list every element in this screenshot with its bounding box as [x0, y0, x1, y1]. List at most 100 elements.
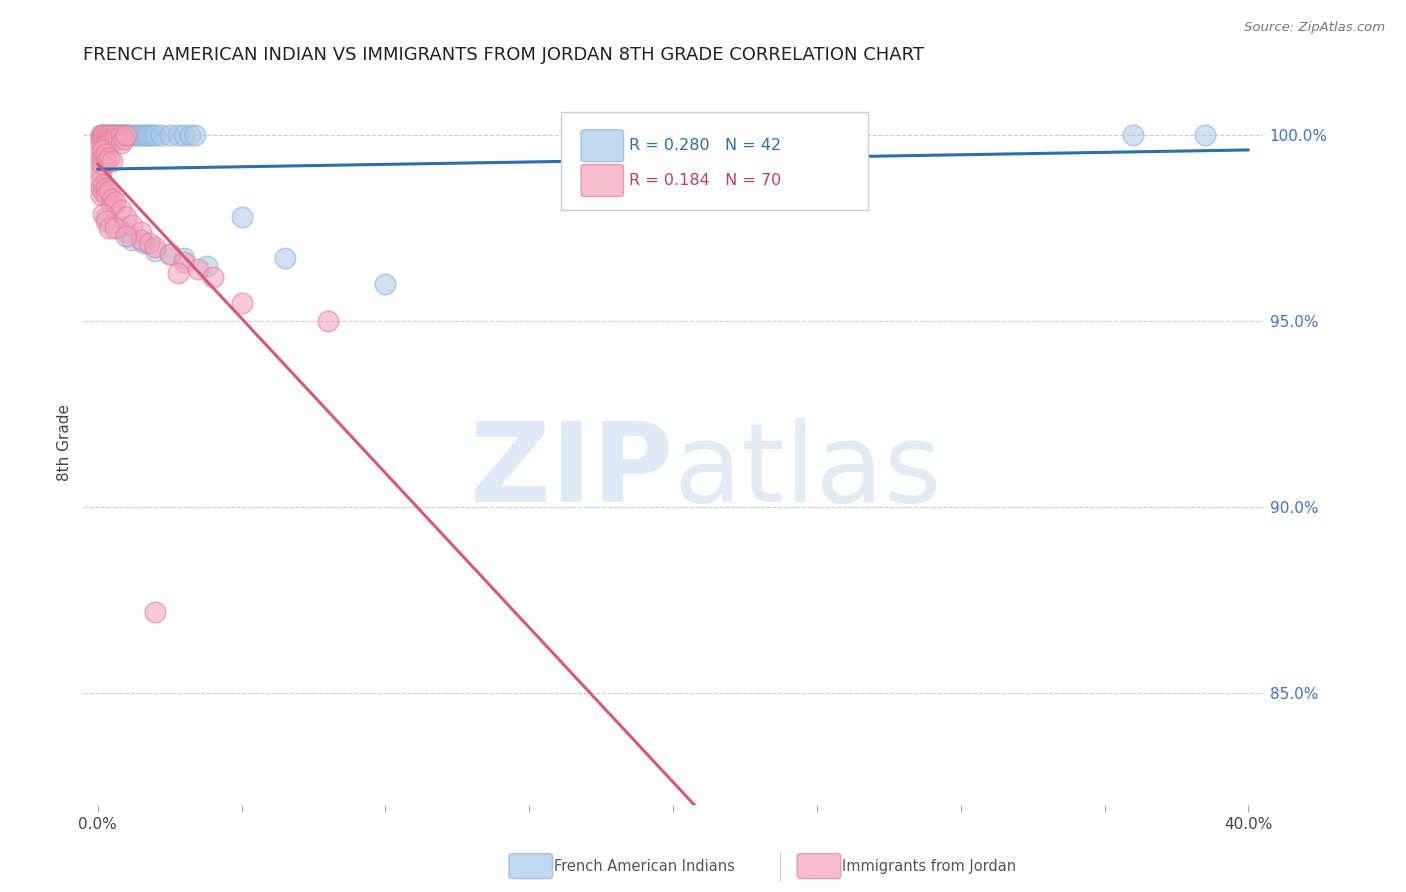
Point [98, 221, 121, 235]
Y-axis label: 8th Grade: 8th Grade [58, 404, 72, 481]
Point [173, 255, 195, 269]
Point [96, 188, 118, 202]
Text: Immigrants from Jordan: Immigrants from Jordan [842, 859, 1017, 873]
Point [96, 180, 118, 194]
Point [104, 132, 127, 146]
Point [633, 128, 655, 143]
Point [167, 266, 190, 280]
Point [184, 128, 207, 143]
Point [124, 128, 146, 143]
Point [90, 151, 112, 165]
Point [115, 211, 138, 225]
Point [90, 166, 112, 180]
Point [93, 144, 115, 158]
Point [112, 128, 135, 143]
Point [720, 128, 742, 143]
Point [149, 128, 172, 143]
Point [1194, 128, 1216, 143]
Point [195, 259, 218, 273]
Text: atlas: atlas [673, 417, 942, 524]
Point [129, 233, 152, 247]
FancyBboxPatch shape [581, 129, 623, 161]
Point [115, 128, 138, 143]
Point [96, 147, 118, 161]
Point [187, 262, 209, 277]
Point [107, 132, 129, 146]
Point [96, 211, 118, 225]
Point [96, 154, 118, 169]
Point [98, 128, 121, 143]
Point [101, 128, 124, 143]
Point [93, 184, 115, 198]
Point [135, 128, 157, 143]
Point [173, 128, 195, 143]
Point [121, 218, 143, 232]
Point [96, 132, 118, 146]
Text: ZIP: ZIP [470, 417, 673, 524]
Point [101, 132, 124, 146]
Point [121, 233, 143, 247]
Text: Source: ZipAtlas.com: Source: ZipAtlas.com [1244, 21, 1385, 34]
Point [104, 195, 127, 210]
Point [90, 180, 112, 194]
Point [93, 151, 115, 165]
Point [143, 128, 166, 143]
FancyBboxPatch shape [581, 164, 623, 196]
Point [93, 128, 115, 143]
Point [231, 295, 253, 310]
Point [98, 151, 121, 165]
Point [90, 188, 112, 202]
Point [159, 128, 181, 143]
Point [173, 251, 195, 265]
Point [101, 154, 124, 169]
Point [159, 247, 181, 261]
Point [93, 132, 115, 146]
Point [93, 128, 115, 143]
Point [90, 136, 112, 150]
FancyBboxPatch shape [561, 112, 868, 211]
Text: FRENCH AMERICAN INDIAN VS IMMIGRANTS FROM JORDAN 8TH GRADE CORRELATION CHART: FRENCH AMERICAN INDIAN VS IMMIGRANTS FRO… [83, 46, 924, 64]
Text: R = 0.280   N = 42: R = 0.280 N = 42 [630, 138, 782, 153]
Point [167, 128, 190, 143]
Point [141, 128, 163, 143]
Point [110, 202, 132, 217]
Point [132, 236, 155, 251]
Point [132, 128, 155, 143]
Point [129, 128, 152, 143]
Point [273, 251, 295, 265]
Point [115, 128, 138, 143]
Point [90, 132, 112, 146]
Point [104, 128, 127, 143]
Point [90, 128, 112, 143]
Point [101, 128, 124, 143]
Point [110, 128, 132, 143]
Point [96, 136, 118, 150]
Point [231, 211, 253, 225]
Point [110, 136, 132, 150]
Point [127, 128, 149, 143]
Point [93, 206, 115, 220]
Point [1122, 128, 1144, 143]
Point [201, 269, 224, 284]
Point [143, 244, 166, 258]
Point [93, 158, 115, 172]
Point [90, 128, 112, 143]
Point [96, 128, 118, 143]
Point [112, 132, 135, 146]
Point [96, 128, 118, 143]
Point [98, 132, 121, 146]
Point [90, 158, 112, 172]
Point [374, 277, 396, 292]
Point [138, 236, 160, 251]
Point [107, 221, 129, 235]
Text: French American Indians: French American Indians [554, 859, 735, 873]
Point [159, 247, 181, 261]
Point [90, 144, 112, 158]
Point [104, 221, 127, 235]
Point [104, 128, 127, 143]
Point [98, 184, 121, 198]
Point [101, 199, 124, 213]
Point [90, 173, 112, 187]
Text: R = 0.184   N = 70: R = 0.184 N = 70 [630, 173, 782, 188]
Point [143, 240, 166, 254]
